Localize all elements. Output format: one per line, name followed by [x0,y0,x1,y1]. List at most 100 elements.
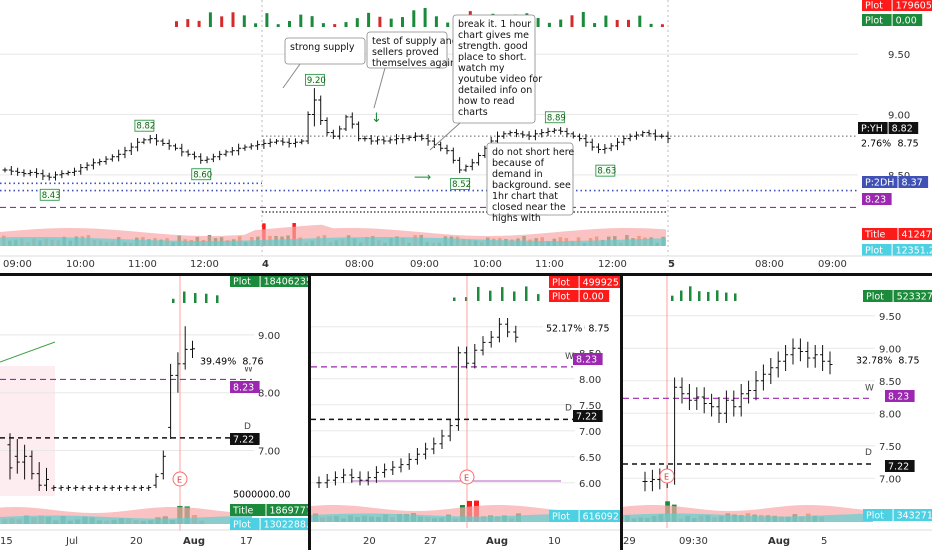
volume-oscillator-bar [299,14,303,27]
price-label-value-bg [885,460,915,472]
price-label-tag-bg [862,176,898,188]
annotation-test-supply-pointer [373,67,386,109]
price-label-value: 8.75 [588,324,609,335]
price-label-tag: Plot [866,511,884,522]
volume-oscillator-bar [231,12,235,27]
volume-oscillator-bar [321,23,325,27]
bottom-mid-chart-svg[interactable]: 9.008.508.007.507.006.506.00WDE2027Aug10… [311,276,620,550]
annotation-short-place-line: charts [458,107,488,118]
price-label-value: 343271.23 [897,511,932,522]
volume-oscillator-bar [205,293,208,303]
volume-oscillator-bar [194,293,197,303]
price-label-value: 523327.00 [897,292,932,303]
price-label-tag: 32.78% [856,356,892,367]
volume-ma-band-teal [311,513,573,522]
price-label-tag-bg [197,355,239,367]
volume-oscillator-bar [638,15,642,27]
price-label-value-bg [892,0,932,11]
bottom-left-chart-svg[interactable]: 9.00 8.00 7.00 W D E 15 Jul 20 Aug 17 Plot 18406235.… [0,276,308,550]
top-chart-panel[interactable]: 9.509.008.508.438.828.609.208.528.898.63… [0,0,932,273]
bottom-right-chart-panel[interactable]: 9.50 9.00 8.50 8.00 7.50 7.00 W D E 29 09:30 Aug 5 Pl… [623,276,932,550]
weekly-marker: W [565,352,574,362]
annotation-do-not-short-box [486,142,574,216]
price-label-value-bg [862,193,892,205]
horizontal-divider [0,273,932,276]
volume-oscillator-bar [183,291,186,303]
annotation-do-not-short-line: because of [492,158,545,169]
price-label-tag: Plot [552,292,570,303]
pivot-label-box [450,178,471,190]
y-tick-label: 8.00 [879,409,901,420]
x-tick-label: 12:00 [190,259,219,270]
price-label-value-bg [898,228,932,240]
price-label-tag: Plot [552,512,570,523]
x-tick-label: 11:00 [128,259,157,270]
pivot-label-box [595,164,616,177]
vertical-divider-left[interactable] [308,276,311,550]
annotation-strong-supply-line: strong supply [290,42,355,53]
daily-marker: D [565,403,572,413]
volume-oscillator-bar [344,22,348,27]
volume-oscillator-bar [265,13,269,27]
bottom-mid-chart-panel[interactable]: 9.008.508.007.507.006.506.00WDE2027Aug10… [311,276,620,550]
y-tick-label: 9.50 [888,50,910,61]
volume-oscillator-bar [477,286,480,301]
volume-oscillator-bar [559,19,563,27]
price-label-value-bg [230,381,260,393]
price-label-value: 179605.00 [896,1,932,12]
top-chart-svg[interactable]: 9.509.008.508.438.828.609.208.528.898.63… [0,0,932,273]
price-label-tag: Plot [233,277,251,288]
annotation-short-place-line: watch my [458,63,505,74]
x-tick-label: 08:00 [345,259,374,270]
x-tick-label: Jul [65,536,78,547]
pivot-label-box [134,119,155,132]
y-tick-label: 9.50 [879,312,901,323]
annotation-short-place-line: strength. good [458,41,528,52]
price-label-tag-bg [863,509,893,521]
annotation-short-place-line: detailed info on [458,85,532,96]
volume-oscillator-bar [220,16,224,27]
volume-oscillator-bar [649,23,653,27]
bottom-right-chart-svg[interactable]: 9.50 9.00 8.50 8.00 7.50 7.00 W D E 29 09:30 Aug 5 Pl… [623,276,932,550]
x-tick-label: 12:00 [598,259,627,270]
bottom-left-chart-panel[interactable]: 9.00 8.00 7.00 W D E 15 Jul 20 Aug 17 Plot 18406235.… [0,276,308,550]
annotation-strong-supply-box [284,37,366,65]
highlight-zone [0,366,55,496]
vertical-divider-right[interactable] [620,276,623,550]
price-label-tag-bg [549,276,579,288]
price-label-value: 499925.00 [583,278,620,289]
earnings-marker: E [177,476,182,485]
x-tick-label: 27 [424,536,437,547]
price-label-value-bg [573,353,603,365]
price-label-value-bg [579,290,610,302]
price-label-value: 8.37 [902,178,923,189]
price-label-tag: Plot [552,278,570,289]
x-tick-label: 10:00 [473,259,502,270]
y-tick-label: 8.00 [579,375,601,386]
price-label-value-bg [893,509,932,521]
annotation-strong-supply-pointer [282,63,301,89]
earnings-marker: E [664,473,669,482]
y-tick-label: 7.00 [579,427,601,438]
x-tick-label: 5 [821,536,827,547]
price-label-value-bg [260,518,308,530]
price-label-tag-bg [230,504,266,516]
earnings-marker-circle [172,471,188,487]
y-tick-label: 9.00 [258,331,280,342]
x-tick-label: 17 [240,536,253,547]
y-tick-label: 8.50 [879,377,901,388]
weekly-marker: W [865,383,874,393]
annotation-do-not-short-line: do not short here [492,147,574,158]
x-tick-label: 20 [130,536,143,547]
price-label-value-bg [230,433,260,445]
price-label-value: 5000000.00 [233,490,290,501]
price-label-tag-bg [543,322,585,334]
price-label-tag: Plot [865,246,883,257]
trend-line [0,341,56,363]
price-label-tag-bg [230,276,260,287]
volume-oscillator-bar [175,21,178,27]
volume-oscillator-bar [716,290,719,301]
price-label-tag-bg [862,14,892,26]
volume-oscillator-bar [288,20,291,27]
volume-oscillator-bar [401,17,404,27]
